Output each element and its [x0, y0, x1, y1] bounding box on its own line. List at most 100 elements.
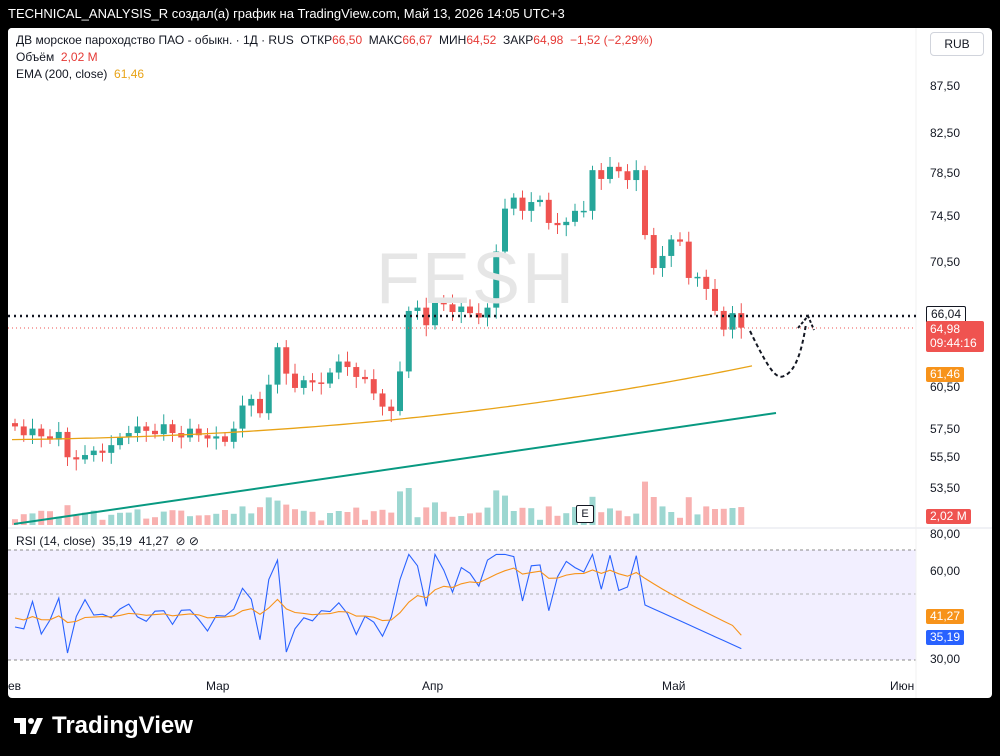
candle-body	[624, 171, 631, 181]
rsi-ma-tag: 41,27	[926, 609, 965, 624]
candle-body	[423, 307, 430, 326]
candle-body	[47, 436, 53, 440]
volume-bar	[712, 509, 718, 525]
volume-bar	[580, 521, 587, 525]
volume-bar	[64, 505, 71, 525]
rsi-line	[14, 552, 742, 654]
candle-body	[300, 380, 307, 388]
volume-bar	[152, 517, 158, 525]
volume-bar	[160, 511, 167, 525]
candle-body	[64, 431, 71, 458]
volume-bar	[519, 507, 526, 525]
volume-bar	[659, 506, 666, 525]
candle-body	[108, 445, 115, 453]
candle-body	[213, 436, 220, 439]
volume-bar	[440, 511, 447, 525]
volume-bar	[467, 513, 473, 525]
candle-body	[274, 347, 281, 385]
volume-bar	[230, 513, 237, 525]
rsi-tick: 60,00	[930, 564, 961, 578]
trend-line[interactable]	[13, 412, 777, 525]
rsi-legend[interactable]: RSI (14, close) 35,19 41,27 ⊘ ⊘	[16, 534, 199, 548]
candle-body	[195, 428, 202, 436]
volume-bar	[327, 513, 333, 525]
volume-bar	[283, 504, 290, 525]
candle-body	[248, 398, 255, 406]
candle-body	[143, 426, 150, 431]
volume-bar	[493, 490, 500, 525]
volume-bar	[720, 508, 727, 525]
volume-bar	[650, 497, 657, 525]
earnings-marker[interactable]: E	[576, 505, 594, 523]
candle-body	[598, 170, 605, 179]
candle-body	[222, 436, 228, 442]
volume-bar	[510, 511, 517, 525]
volume-bar	[362, 519, 368, 525]
legend-ema-row[interactable]: EMA (200, close) 61,46	[16, 66, 653, 83]
volume-bar	[222, 510, 228, 525]
candle-body	[615, 166, 622, 172]
price-tick: 74,50	[930, 209, 961, 223]
high-value: 66,67	[402, 33, 433, 47]
forecast-arrow[interactable]	[749, 323, 807, 378]
candle-body	[589, 170, 596, 211]
candle-body	[607, 166, 613, 179]
candle-body	[344, 361, 351, 368]
volume-bar	[169, 510, 176, 525]
candle-body	[388, 406, 395, 412]
volume-bar	[405, 488, 412, 525]
candle-body	[20, 426, 27, 436]
volume-bar	[90, 510, 97, 525]
time-tick: Апр	[422, 679, 444, 693]
header-text: TECHNICAL_ANALYSIS_R создал(а) график на…	[8, 6, 565, 21]
volume-bar	[379, 509, 386, 525]
tradingview-logo-icon	[14, 718, 43, 734]
candle-body	[467, 306, 473, 314]
rsi-value: 35,19	[102, 534, 133, 548]
bar-countdown: 09:44:16	[930, 336, 977, 350]
candles	[12, 156, 745, 471]
last-price-tag: 64,98 09:44:16	[926, 321, 984, 352]
legend-symbol[interactable]: ДВ морское пароходство ПАО - обыкн. · 1Д…	[16, 33, 294, 47]
candle-body	[510, 197, 517, 209]
candle-body	[668, 239, 675, 256]
legend-volume-row[interactable]: Объём 2,02 M	[16, 49, 653, 66]
volume-bar	[598, 512, 605, 525]
candle-body	[82, 455, 88, 460]
candle-body	[117, 437, 123, 446]
price-chart[interactable]	[8, 28, 992, 698]
candle-body	[484, 307, 491, 318]
forecast-arrowhead	[797, 314, 815, 331]
candle-body	[265, 384, 272, 414]
volume-bar	[178, 510, 185, 525]
candle-body	[99, 450, 106, 453]
volume-bar	[318, 520, 325, 525]
candle-body	[230, 428, 237, 442]
candle-body	[633, 170, 640, 181]
volume-bar	[668, 512, 675, 525]
time-tick: Мар	[206, 679, 230, 693]
volume-bar	[528, 508, 535, 525]
candle-body	[458, 306, 465, 313]
volume-bar	[370, 511, 377, 525]
volume-bar	[335, 511, 342, 525]
candle-body	[397, 371, 403, 412]
visibility-icons[interactable]: ⊘ ⊘	[175, 534, 199, 548]
rsi-tag: 35,19	[926, 630, 965, 645]
rsi-tick: 80,00	[930, 527, 961, 541]
ema-label: EMA (200, close)	[16, 67, 108, 81]
volume-bar	[12, 519, 18, 525]
volume-bar	[502, 495, 508, 525]
candle-body	[440, 302, 447, 305]
chart-card[interactable]: FESH ДВ морское пароходство ПАО - обыкн.…	[8, 28, 992, 698]
tradingview-logo[interactable]: TradingView	[14, 712, 193, 740]
candle-body	[55, 431, 62, 440]
volume-bar	[99, 519, 106, 525]
volume-bar	[414, 517, 421, 525]
rsi-band	[8, 550, 916, 660]
candle-body	[703, 276, 710, 289]
chart-legend: ДВ морское пароходство ПАО - обыкн. · 1Д…	[16, 32, 653, 83]
price-tick: 82,50	[930, 126, 961, 140]
candle-body	[519, 197, 526, 211]
currency-button[interactable]: RUB	[930, 32, 984, 56]
